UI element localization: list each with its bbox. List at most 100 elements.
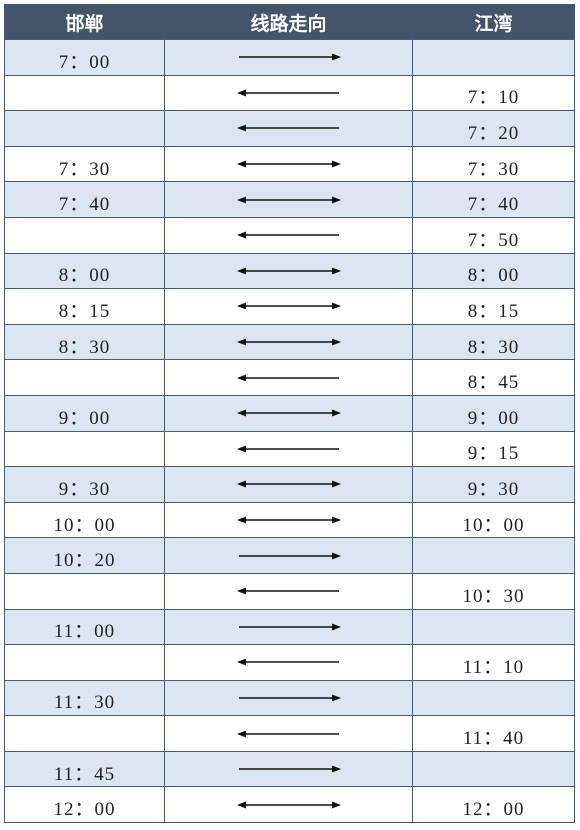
time-text: 11：45 xyxy=(53,763,116,785)
table-row: 8：15 8：15 xyxy=(4,288,575,325)
time-cell: 7：00 xyxy=(4,39,165,76)
direction-arrow xyxy=(236,801,341,809)
time-cell: 9：15 xyxy=(412,430,575,468)
arrow-head xyxy=(236,801,246,809)
table-row: 9：30 9：30 xyxy=(4,466,575,503)
direction-arrow xyxy=(238,552,341,560)
direction-arrow xyxy=(238,694,341,702)
direction-cell xyxy=(164,715,413,752)
direction-arrow xyxy=(236,124,339,132)
time-text: 8：45 xyxy=(467,372,520,394)
table-row: 8：00 8：00 xyxy=(4,252,575,290)
time-cell: 11：00 xyxy=(4,608,165,646)
time-cell: 11：10 xyxy=(412,644,575,681)
arrow-head xyxy=(236,587,246,595)
time-text: 7：50 xyxy=(467,229,520,251)
direction-cell xyxy=(164,216,413,254)
table-row: 8：30 8：30 xyxy=(4,323,575,361)
direction-cell xyxy=(164,181,413,218)
arrow-head xyxy=(236,730,246,738)
arrow-head xyxy=(331,53,341,61)
table-row: 7：50 xyxy=(4,216,575,254)
direction-arrow xyxy=(236,196,341,204)
direction-arrow xyxy=(236,730,339,738)
header-cell: 邯郸 xyxy=(4,4,165,40)
header-cell: 江湾 xyxy=(412,4,575,40)
time-text: 10：20 xyxy=(53,550,116,572)
time-cell: 8：00 xyxy=(4,252,165,290)
time-cell: 11：45 xyxy=(4,750,165,788)
time-cell xyxy=(4,74,165,112)
time-cell: 11：30 xyxy=(4,679,165,717)
time-cell xyxy=(4,110,165,147)
direction-arrow xyxy=(236,231,339,239)
table-row: 10：30 xyxy=(4,572,575,610)
time-cell: 10：00 xyxy=(412,501,575,539)
direction-cell xyxy=(164,145,413,183)
time-text: 10：30 xyxy=(462,585,525,607)
arrow-head xyxy=(236,196,246,204)
header-cell: 线路走向 xyxy=(164,4,413,40)
time-cell: 7：10 xyxy=(412,74,575,112)
time-text: 9：30 xyxy=(58,478,111,500)
time-cell: 7：30 xyxy=(4,145,165,183)
direction-arrow xyxy=(236,445,339,453)
time-text: 7：10 xyxy=(467,87,520,109)
arrow-head xyxy=(331,160,341,168)
arrow-head xyxy=(236,267,246,275)
table-row: 10：00 10：00 xyxy=(4,501,575,539)
direction-arrow xyxy=(238,623,341,631)
arrow-head xyxy=(236,302,246,310)
time-cell: 10：00 xyxy=(4,501,165,539)
time-cell: 7：30 xyxy=(412,145,575,183)
time-cell: 11：40 xyxy=(412,715,575,752)
direction-cell xyxy=(164,430,413,468)
direction-cell xyxy=(164,394,413,432)
arrow-head xyxy=(331,552,341,560)
arrow-head xyxy=(331,694,341,702)
time-cell: 9：00 xyxy=(412,394,575,432)
time-cell xyxy=(4,644,165,681)
time-text: 11：10 xyxy=(462,656,525,678)
arrow-head xyxy=(236,338,246,346)
time-text: 8：00 xyxy=(58,265,111,287)
direction-arrow xyxy=(236,658,339,666)
direction-arrow xyxy=(238,765,341,773)
table-row: 11：10 xyxy=(4,644,575,681)
time-text: 9：30 xyxy=(467,478,520,500)
direction-arrow xyxy=(236,302,341,310)
table-row: 7：20 xyxy=(4,110,575,147)
table-row: 11：45 xyxy=(4,750,575,788)
time-cell: 9：30 xyxy=(412,466,575,503)
time-cell: 10：20 xyxy=(4,537,165,574)
table-row: 12：00 12：00 xyxy=(4,786,575,824)
time-text: 12：00 xyxy=(462,799,525,821)
direction-cell xyxy=(164,608,413,646)
arrow-head xyxy=(331,765,341,773)
direction-arrow xyxy=(236,338,341,346)
time-cell xyxy=(412,750,575,788)
time-cell: 8：15 xyxy=(412,288,575,325)
time-cell xyxy=(4,359,165,396)
direction-cell xyxy=(164,679,413,717)
arrow-head xyxy=(331,623,341,631)
time-cell xyxy=(4,572,165,610)
direction-arrow xyxy=(236,516,341,524)
time-cell xyxy=(412,679,575,717)
time-cell xyxy=(412,537,575,574)
table-row: 10：20 xyxy=(4,537,575,574)
time-text: 9：15 xyxy=(467,443,520,465)
time-text: 7：40 xyxy=(58,194,111,216)
table-row: 11：40 xyxy=(4,715,575,752)
time-cell xyxy=(4,430,165,468)
time-text: 12：00 xyxy=(53,799,116,821)
time-text: 7：00 xyxy=(58,51,111,73)
direction-cell xyxy=(164,750,413,788)
table-row: 11：30 xyxy=(4,679,575,717)
direction-arrow xyxy=(236,89,339,97)
time-text: 7：40 xyxy=(467,194,520,216)
table-row: 7：10 xyxy=(4,74,575,112)
time-text: 7：30 xyxy=(58,158,111,180)
time-cell: 7：40 xyxy=(412,181,575,218)
time-cell: 8：15 xyxy=(4,288,165,325)
